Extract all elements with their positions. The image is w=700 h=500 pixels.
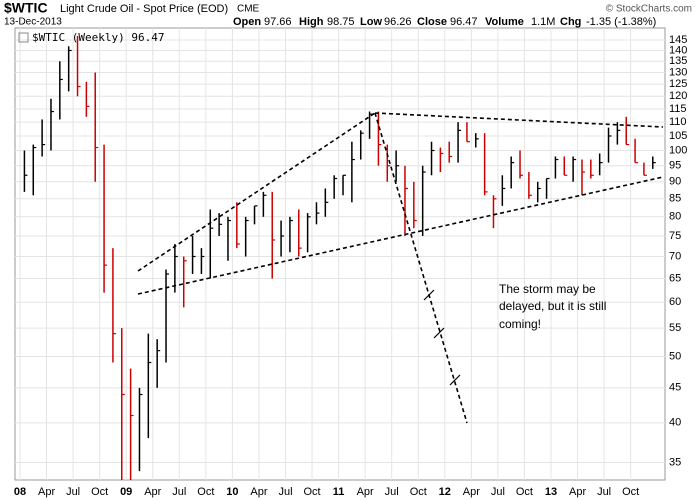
y-tick-label: 50 [669,350,681,362]
instrument-name: Light Crude Oil - Spot Price (EOD) [60,3,228,15]
y-tick-label: 100 [669,144,687,156]
x-tick-label: 12 [439,486,451,498]
x-tick-label: Apr [250,486,267,498]
symbol: $WTIC [4,0,48,16]
y-tick-label: 90 [669,176,681,188]
volume-label: Volume [485,16,524,28]
low-value: 96.26 [384,16,412,28]
y-tick-label: 65 [669,272,681,284]
y-tick-label: 35 [669,456,681,468]
chg-value: -1.35 (-1.38%) [586,16,656,28]
volume-value: 1.1M [531,16,555,28]
x-tick-label: Oct [303,486,320,498]
x-tick-label: 10 [226,486,238,498]
legend-icon [18,32,29,43]
high-label: High [299,16,324,28]
y-tick-label: 40 [669,417,681,429]
y-tick-label: 145 [669,34,687,46]
y-tick-label: 55 [669,322,681,334]
close-label: Close [417,16,447,28]
x-tick-label: Jul [278,486,292,498]
x-tick-label: Apr [144,486,161,498]
y-tick-label: 95 [669,160,681,172]
cross-marks [423,289,461,386]
y-tick-label: 85 [669,193,681,205]
plot-frame [14,27,666,481]
y-tick-label: 130 [669,66,687,78]
high-value: 98.75 [327,16,355,28]
x-tick-label: 11 [333,486,345,498]
annotation-line: coming! [499,317,541,331]
y-tick-label: 110 [669,116,687,128]
open-value: 97.66 [264,16,292,28]
x-tick-label: Oct [91,486,108,498]
x-tick-label: Jul [385,486,399,498]
y-tick-label: 135 [669,55,687,67]
annotation-line: delayed, but it is still [499,299,606,313]
legend: $WTIC (Weekly) 96.47 [32,31,164,44]
x-tick-label: Jul [66,486,80,498]
x-tick-label: Apr [357,486,374,498]
x-tick-label: Oct [516,486,533,498]
x-tick-label: 08 [14,486,26,498]
chg-label: Chg [560,16,581,28]
trendlines [137,112,664,424]
x-tick-label: Jul [597,486,611,498]
y-tick-label: 120 [669,90,687,102]
x-tick-label: 13 [545,486,557,498]
x-tick-label: Apr [38,486,55,498]
y-tick-label: 125 [669,78,687,90]
annotation-line: The storm may be [499,282,596,296]
trendline [374,112,664,128]
x-tick-label: Jul [172,486,186,498]
x-tick-label: Oct [622,486,639,498]
exchange: CME [237,4,260,15]
y-tick-label: 140 [669,44,687,56]
date: 13-Dec-2013 [4,17,62,28]
y-tick-label: 45 [669,382,681,394]
y-tick-label: 105 [669,130,687,142]
close-value: 96.47 [450,16,478,28]
x-tick-label: 09 [120,486,132,498]
x-tick-label: Oct [197,486,214,498]
open-label: Open [233,16,261,28]
y-tick-label: 75 [669,230,681,242]
y-tick-label: 70 [669,250,681,262]
x-tick-label: Apr [463,486,480,498]
x-tick-label: Oct [410,486,427,498]
x-tick-label: Apr [569,486,586,498]
y-tick-label: 60 [669,296,681,308]
x-tick-label: Jul [491,486,505,498]
trendline [374,112,468,424]
trendline [137,112,376,272]
copyright: © StockCharts.com [606,4,692,15]
trendline [137,176,664,295]
y-tick-label: 115 [669,103,687,115]
y-tick-label: 80 [669,211,681,223]
low-label: Low [360,16,382,28]
